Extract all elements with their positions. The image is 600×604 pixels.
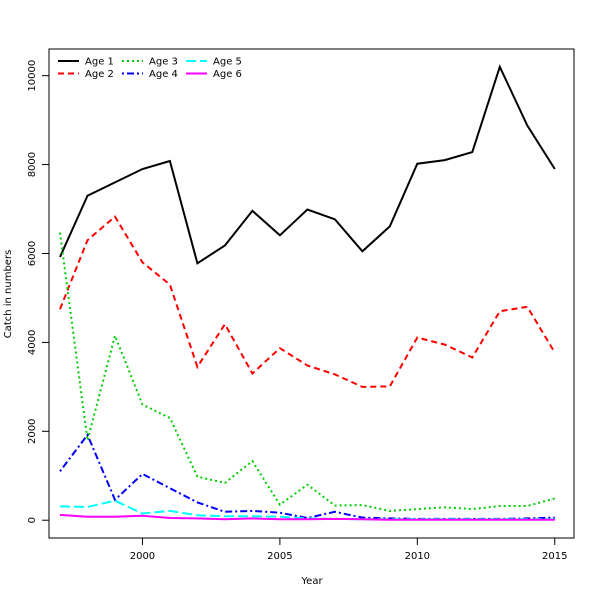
y-tick-label: 6000: [27, 241, 38, 266]
y-tick-label: 8000: [27, 152, 38, 177]
legend-label: Age 5: [213, 57, 242, 68]
series-line-age-2: [60, 217, 555, 387]
chart-marks: [60, 67, 555, 520]
x-tick-label: 2000: [130, 551, 155, 562]
legend-label: Age 4: [149, 69, 178, 80]
series-line-age-3: [60, 233, 555, 511]
series-line-age-1: [60, 67, 555, 263]
legend-label: Age 6: [213, 69, 242, 80]
x-axis-label: Year: [300, 576, 323, 587]
series-line-age-4: [60, 435, 555, 519]
x-tick-label: 2015: [542, 551, 567, 562]
legend-label: Age 3: [149, 57, 178, 68]
x-tick-label: 2005: [267, 551, 292, 562]
y-tick-label: 0: [27, 517, 38, 523]
legend-label: Age 2: [85, 69, 114, 80]
series-line-age-6: [60, 515, 555, 520]
y-axis-label: Catch in numbers: [3, 250, 14, 339]
y-tick-label: 2000: [27, 419, 38, 444]
axes: 2000 2005 2010 2015 0 2000 4000 6000 8000 10000: [27, 60, 567, 562]
x-tick-label: 2010: [405, 551, 430, 562]
legend-label: Age 1: [85, 57, 114, 68]
y-tick-label: 10000: [27, 60, 38, 92]
plot-frame: [49, 49, 574, 538]
y-tick-label: 4000: [27, 330, 38, 355]
